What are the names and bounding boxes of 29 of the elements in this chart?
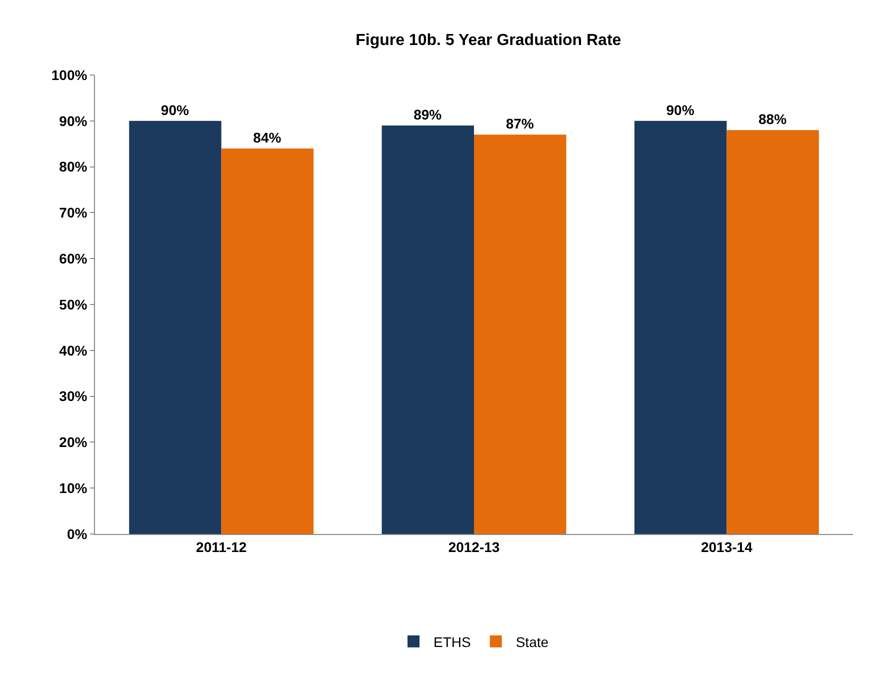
y-tick-label: 20% <box>59 434 88 450</box>
x-tick-label: 2011-12 <box>196 538 247 555</box>
y-tick-label: 100% <box>51 66 88 83</box>
y-tick-label: 40% <box>59 342 88 358</box>
x-tick-label: 2012-13 <box>448 538 500 555</box>
data-label: 90% <box>160 102 190 118</box>
legend-label: ETHS <box>434 634 471 650</box>
bar <box>221 148 314 534</box>
bar <box>382 125 474 534</box>
bar <box>129 120 222 534</box>
y-tick-label: 50% <box>59 296 88 312</box>
chart-title: Figure 10b. 5 Year Graduation Rate <box>356 32 622 49</box>
legend-label: State <box>516 634 549 650</box>
y-tick-label: 0% <box>66 526 88 542</box>
y-tick-label: 30% <box>59 388 88 404</box>
data-label: 88% <box>758 111 788 128</box>
data-label: 90% <box>666 102 695 118</box>
y-tick-label: 90% <box>59 112 88 129</box>
y-tick-label: 70% <box>59 204 88 221</box>
y-tick-label: 10% <box>59 480 88 496</box>
x-tick-label: 2013-14 <box>700 538 753 555</box>
data-label: 87% <box>506 116 534 132</box>
bar <box>726 130 819 534</box>
y-tick-label: 80% <box>59 158 88 175</box>
data-label: 84% <box>253 129 282 146</box>
bar <box>634 120 727 534</box>
bar <box>474 134 566 534</box>
data-label: 89% <box>414 106 442 122</box>
y-tick-label: 60% <box>59 250 88 266</box>
